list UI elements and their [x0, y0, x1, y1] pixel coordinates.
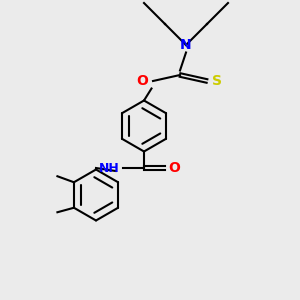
Text: O: O [169, 161, 181, 175]
Text: NH: NH [99, 161, 120, 175]
Text: S: S [212, 74, 221, 88]
Text: O: O [136, 74, 148, 88]
Text: N: N [180, 38, 192, 52]
